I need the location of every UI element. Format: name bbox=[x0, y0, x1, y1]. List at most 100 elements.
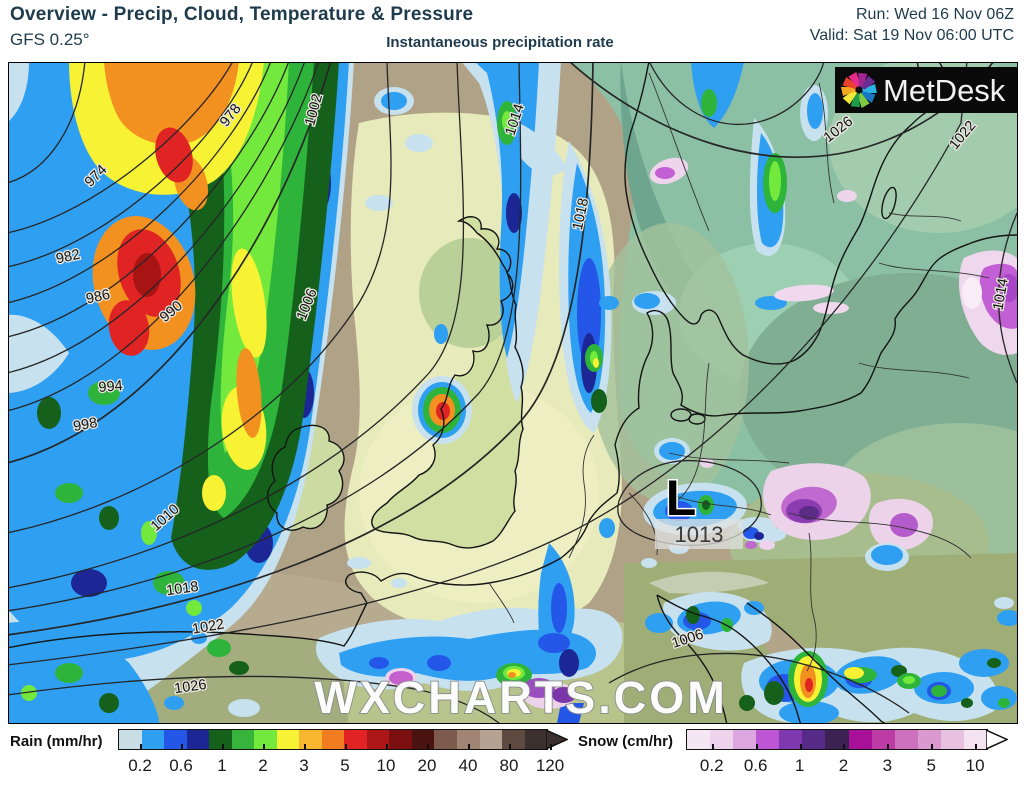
legend-color-segment bbox=[871, 730, 895, 749]
model-label: GFS 0.25° bbox=[10, 30, 90, 49]
header: Overview - Precip, Cloud, Temperature & … bbox=[0, 0, 1024, 62]
weather-map: 974 978 982 986 990 994 998 1002 1006 1010 1014 101… bbox=[8, 62, 1018, 724]
legend-tick-label: 0.6 bbox=[169, 756, 193, 775]
legend-tick-mark bbox=[386, 744, 389, 750]
legend-tick-label: 0.2 bbox=[699, 756, 724, 775]
legend-color-segment bbox=[502, 730, 525, 749]
legend-tick-mark bbox=[181, 744, 184, 750]
pressure-label: 1026 bbox=[173, 677, 207, 697]
pressure-label: 1018 bbox=[165, 579, 199, 599]
legend-tick-label: 2 bbox=[838, 756, 849, 775]
legend-color-segment bbox=[411, 730, 435, 749]
legend-bar: Rain (mm/hr) 0.2 0.6 1 2 3 5 10 20 40 80 120 Snow … bbox=[0, 727, 1024, 785]
legend-tick-label: 120 bbox=[535, 756, 565, 775]
legend-tick-label: 3 bbox=[299, 756, 309, 775]
page-title: Overview - Precip, Cloud, Temperature & … bbox=[10, 4, 474, 25]
legend-tick-label: 3 bbox=[882, 756, 893, 775]
legend-tick-mark bbox=[931, 744, 934, 750]
legend-color-segment bbox=[276, 730, 300, 749]
legend-color-segment bbox=[141, 730, 165, 749]
run-valid-block: Run: Wed 16 Nov 06Z Valid: Sat 19 Nov 06… bbox=[810, 4, 1014, 46]
pressure-label: 1014 bbox=[990, 277, 1011, 312]
legend-color-segment bbox=[389, 730, 412, 749]
legend-tick-mark bbox=[975, 744, 978, 750]
legend-tick-label: 5 bbox=[340, 756, 350, 775]
legend-tick-label: 20 bbox=[417, 756, 437, 775]
snow-colorbar: 0.2 0.6 1 2 3 5 10 bbox=[686, 729, 1008, 783]
legend-color-segment bbox=[687, 730, 711, 749]
legend-color-segment bbox=[894, 730, 918, 749]
legend-tick-label: 2 bbox=[258, 756, 268, 775]
legend-color-segment bbox=[963, 730, 988, 749]
precip-type-label: Instantaneous precipitation rate bbox=[386, 34, 614, 51]
low-pressure-value: 1013 bbox=[675, 522, 724, 547]
pressure-label: 986 bbox=[85, 287, 112, 308]
metdesk-logo-text: MetDesk bbox=[883, 73, 1006, 108]
legend-color-segment bbox=[940, 730, 964, 749]
legend-tick-mark bbox=[550, 744, 552, 750]
legend-color-segment bbox=[231, 730, 255, 749]
legend-color-segment bbox=[710, 730, 734, 749]
legend-color-segment bbox=[119, 730, 142, 749]
legend-color-segment bbox=[848, 730, 872, 749]
legend-tick-label: 40 bbox=[458, 756, 478, 775]
rain-colorbar: 0.2 0.6 1 2 3 5 10 20 40 80 120 bbox=[118, 729, 568, 783]
pressure-label: 994 bbox=[98, 378, 124, 396]
legend-tick-mark bbox=[345, 744, 348, 750]
valid-timestamp: Valid: Sat 19 Nov 06:00 UTC bbox=[809, 27, 1014, 44]
legend-tick-mark bbox=[468, 744, 470, 750]
legend-tick-mark bbox=[140, 744, 143, 750]
legend-color-segment bbox=[299, 730, 322, 749]
snow-legend-label: Snow (cm/hr) bbox=[578, 733, 674, 750]
legend-tick-mark bbox=[427, 744, 429, 750]
legend-color-segment bbox=[164, 730, 187, 749]
isobar-layer bbox=[9, 63, 1017, 723]
pressure-label: 1022 bbox=[191, 616, 226, 637]
legend-color-segment bbox=[802, 730, 826, 749]
legend-tick-mark bbox=[799, 744, 802, 750]
metdesk-pinwheel-icon bbox=[841, 71, 877, 109]
legend-tick-mark bbox=[887, 744, 890, 750]
legend-tick-mark bbox=[222, 744, 225, 750]
legend-color-scale bbox=[686, 729, 988, 750]
wxcharts-watermark: WXCHARTS.COM bbox=[314, 672, 727, 723]
pressure-label: 982 bbox=[55, 247, 82, 268]
legend-color-segment bbox=[366, 730, 390, 749]
legend-arrow-icon bbox=[986, 729, 1008, 750]
legend-color-segment bbox=[186, 730, 210, 749]
legend-color-segment bbox=[779, 730, 803, 749]
metdesk-logo: MetDesk bbox=[835, 67, 1017, 113]
run-timestamp: Run: Wed 16 Nov 06Z bbox=[855, 6, 1014, 23]
legend-tick-label: 0.6 bbox=[743, 756, 768, 775]
legend-color-segment bbox=[209, 730, 232, 749]
legend-color-segment bbox=[321, 730, 345, 749]
low-pressure-symbol: L bbox=[666, 470, 697, 526]
rain-legend-label: Rain (mm/hr) bbox=[10, 733, 103, 750]
legend-color-segment bbox=[456, 730, 480, 749]
legend-color-segment bbox=[756, 730, 780, 749]
legend-color-segment bbox=[733, 730, 757, 749]
legend-tick-label: 1 bbox=[217, 756, 227, 775]
border-layer bbox=[488, 72, 990, 672]
legend-tick-label: 10 bbox=[965, 756, 985, 775]
legend-tick-label: 5 bbox=[926, 756, 936, 775]
legend-color-segment bbox=[917, 730, 941, 749]
legend-tick-mark bbox=[263, 744, 266, 750]
legend-tick-mark bbox=[304, 744, 307, 750]
legend-tick-label: 80 bbox=[499, 756, 519, 775]
legend-color-segment bbox=[254, 730, 277, 749]
legend-color-segment bbox=[434, 730, 457, 749]
legend-color-segment bbox=[524, 730, 548, 749]
legend-color-segment bbox=[479, 730, 503, 749]
legend-tick-mark bbox=[711, 744, 714, 750]
legend-tick-mark bbox=[843, 744, 846, 750]
precipitation-layer bbox=[9, 63, 1017, 723]
legend-color-segment bbox=[344, 730, 367, 749]
legend-tick-mark bbox=[509, 744, 511, 750]
legend-tick-label: 10 bbox=[376, 756, 396, 775]
legend-tick-label: 1 bbox=[794, 756, 805, 775]
legend-tick-label: 0.2 bbox=[128, 756, 152, 775]
legend-color-segment bbox=[825, 730, 849, 749]
pressure-label: 998 bbox=[72, 415, 99, 435]
